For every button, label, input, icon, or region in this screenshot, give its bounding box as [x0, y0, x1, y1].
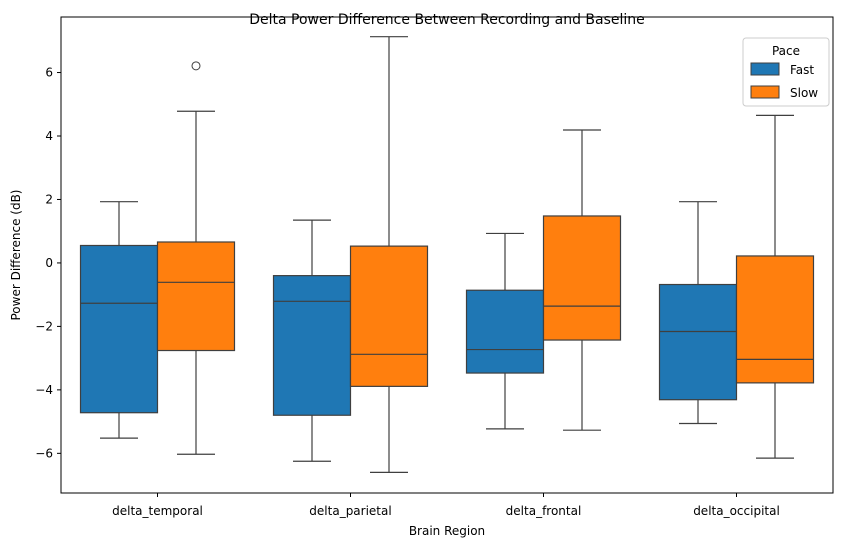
box-iqr: [658, 283, 738, 401]
box-iqr: [735, 255, 815, 384]
x-tick-label-delta_parietal: delta_parietal: [309, 504, 391, 518]
y-axis-label: Power Difference (dB): [9, 190, 23, 321]
box-iqr: [272, 275, 352, 416]
y-tick-label: 2: [45, 192, 53, 206]
axes-layer: −6 −4 −2 0 2 4 6 delta_temporal delta_parietal de…: [35, 16, 834, 518]
box-slow-delta_temporal: [156, 61, 236, 455]
y-tick-label: 0: [45, 256, 53, 270]
box-iqr: [465, 289, 545, 374]
y-tick-label: −6: [35, 446, 53, 460]
x-axis-label: Brain Region: [409, 524, 485, 538]
legend: Pace Fast Slow: [742, 37, 830, 107]
box-fast-delta_frontal: [465, 232, 545, 430]
legend-label-fast: Fast: [790, 63, 814, 77]
x-tick-label-delta_frontal: delta_frontal: [506, 504, 582, 518]
box-iqr: [156, 241, 236, 352]
box-slow-delta_parietal: [349, 36, 429, 473]
box-iqr: [79, 244, 159, 414]
boxes-layer: [79, 36, 815, 473]
x-tick-label-delta_temporal: delta_temporal: [112, 504, 203, 518]
box-iqr: [349, 245, 429, 387]
y-tick-label: 6: [45, 66, 53, 80]
x-tick-label-delta_occipital: delta_occipital: [693, 504, 780, 518]
box-slow-delta_occipital: [735, 114, 815, 459]
y-tick-label: −2: [35, 319, 53, 333]
box-slow-delta_frontal: [542, 129, 622, 431]
box-fast-delta_temporal: [79, 201, 159, 439]
legend-swatch-slow: [750, 85, 780, 99]
legend-label-slow: Slow: [790, 86, 818, 100]
y-tick-label: −4: [35, 383, 53, 397]
box-iqr: [542, 215, 622, 341]
legend-title: Pace: [772, 44, 800, 58]
outlier-point: [191, 61, 201, 71]
y-tick-label: 4: [45, 129, 53, 143]
box-fast-delta_occipital: [658, 201, 738, 425]
chart-title: Delta Power Difference Between Recording…: [249, 12, 645, 28]
plot-frame: [60, 16, 834, 494]
box-fast-delta_parietal: [272, 219, 352, 462]
legend-swatch-fast: [750, 62, 780, 76]
